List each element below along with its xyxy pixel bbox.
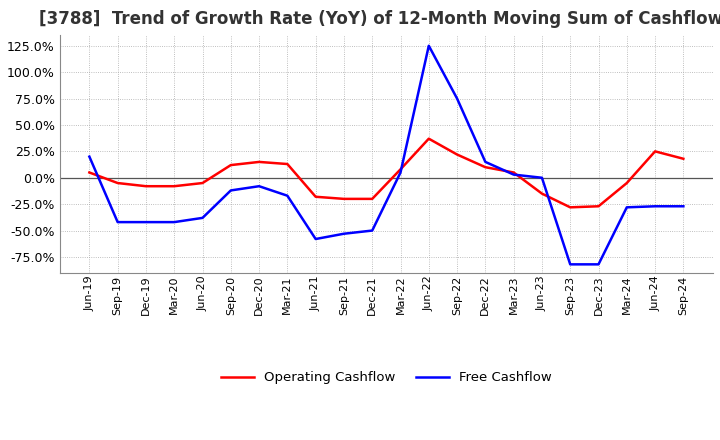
Free Cashflow: [255, 183, 264, 189]
Operating Cashflow: [198, 180, 207, 186]
Operating Cashflow: [396, 167, 405, 172]
Free Cashflow: [311, 236, 320, 242]
Free Cashflow: [198, 215, 207, 220]
Free Cashflow: [538, 175, 546, 180]
Free Cashflow: [283, 193, 292, 198]
Free Cashflow: [227, 188, 235, 193]
Free Cashflow: [566, 262, 575, 267]
Operating Cashflow: [453, 152, 462, 157]
Operating Cashflow: [481, 165, 490, 170]
Free Cashflow: [425, 43, 433, 48]
Operating Cashflow: [85, 170, 94, 175]
Operating Cashflow: [113, 180, 122, 186]
Operating Cashflow: [340, 196, 348, 202]
Free Cashflow: [142, 220, 150, 225]
Operating Cashflow: [566, 205, 575, 210]
Operating Cashflow: [425, 136, 433, 141]
Line: Free Cashflow: Free Cashflow: [89, 46, 683, 264]
Line: Operating Cashflow: Operating Cashflow: [89, 139, 683, 207]
Operating Cashflow: [594, 204, 603, 209]
Free Cashflow: [623, 205, 631, 210]
Operating Cashflow: [623, 180, 631, 186]
Operating Cashflow: [538, 191, 546, 196]
Free Cashflow: [453, 96, 462, 101]
Free Cashflow: [170, 220, 179, 225]
Operating Cashflow: [283, 161, 292, 167]
Free Cashflow: [481, 159, 490, 165]
Free Cashflow: [340, 231, 348, 236]
Free Cashflow: [368, 228, 377, 233]
Free Cashflow: [509, 172, 518, 177]
Free Cashflow: [396, 170, 405, 175]
Free Cashflow: [85, 154, 94, 159]
Operating Cashflow: [368, 196, 377, 202]
Operating Cashflow: [509, 170, 518, 175]
Title: [3788]  Trend of Growth Rate (YoY) of 12-Month Moving Sum of Cashflows: [3788] Trend of Growth Rate (YoY) of 12-…: [40, 10, 720, 28]
Operating Cashflow: [227, 162, 235, 168]
Operating Cashflow: [311, 194, 320, 199]
Operating Cashflow: [651, 149, 660, 154]
Free Cashflow: [594, 262, 603, 267]
Free Cashflow: [113, 220, 122, 225]
Free Cashflow: [679, 204, 688, 209]
Operating Cashflow: [679, 156, 688, 161]
Operating Cashflow: [255, 159, 264, 165]
Free Cashflow: [651, 204, 660, 209]
Legend: Operating Cashflow, Free Cashflow: Operating Cashflow, Free Cashflow: [215, 366, 557, 390]
Operating Cashflow: [142, 183, 150, 189]
Operating Cashflow: [170, 183, 179, 189]
